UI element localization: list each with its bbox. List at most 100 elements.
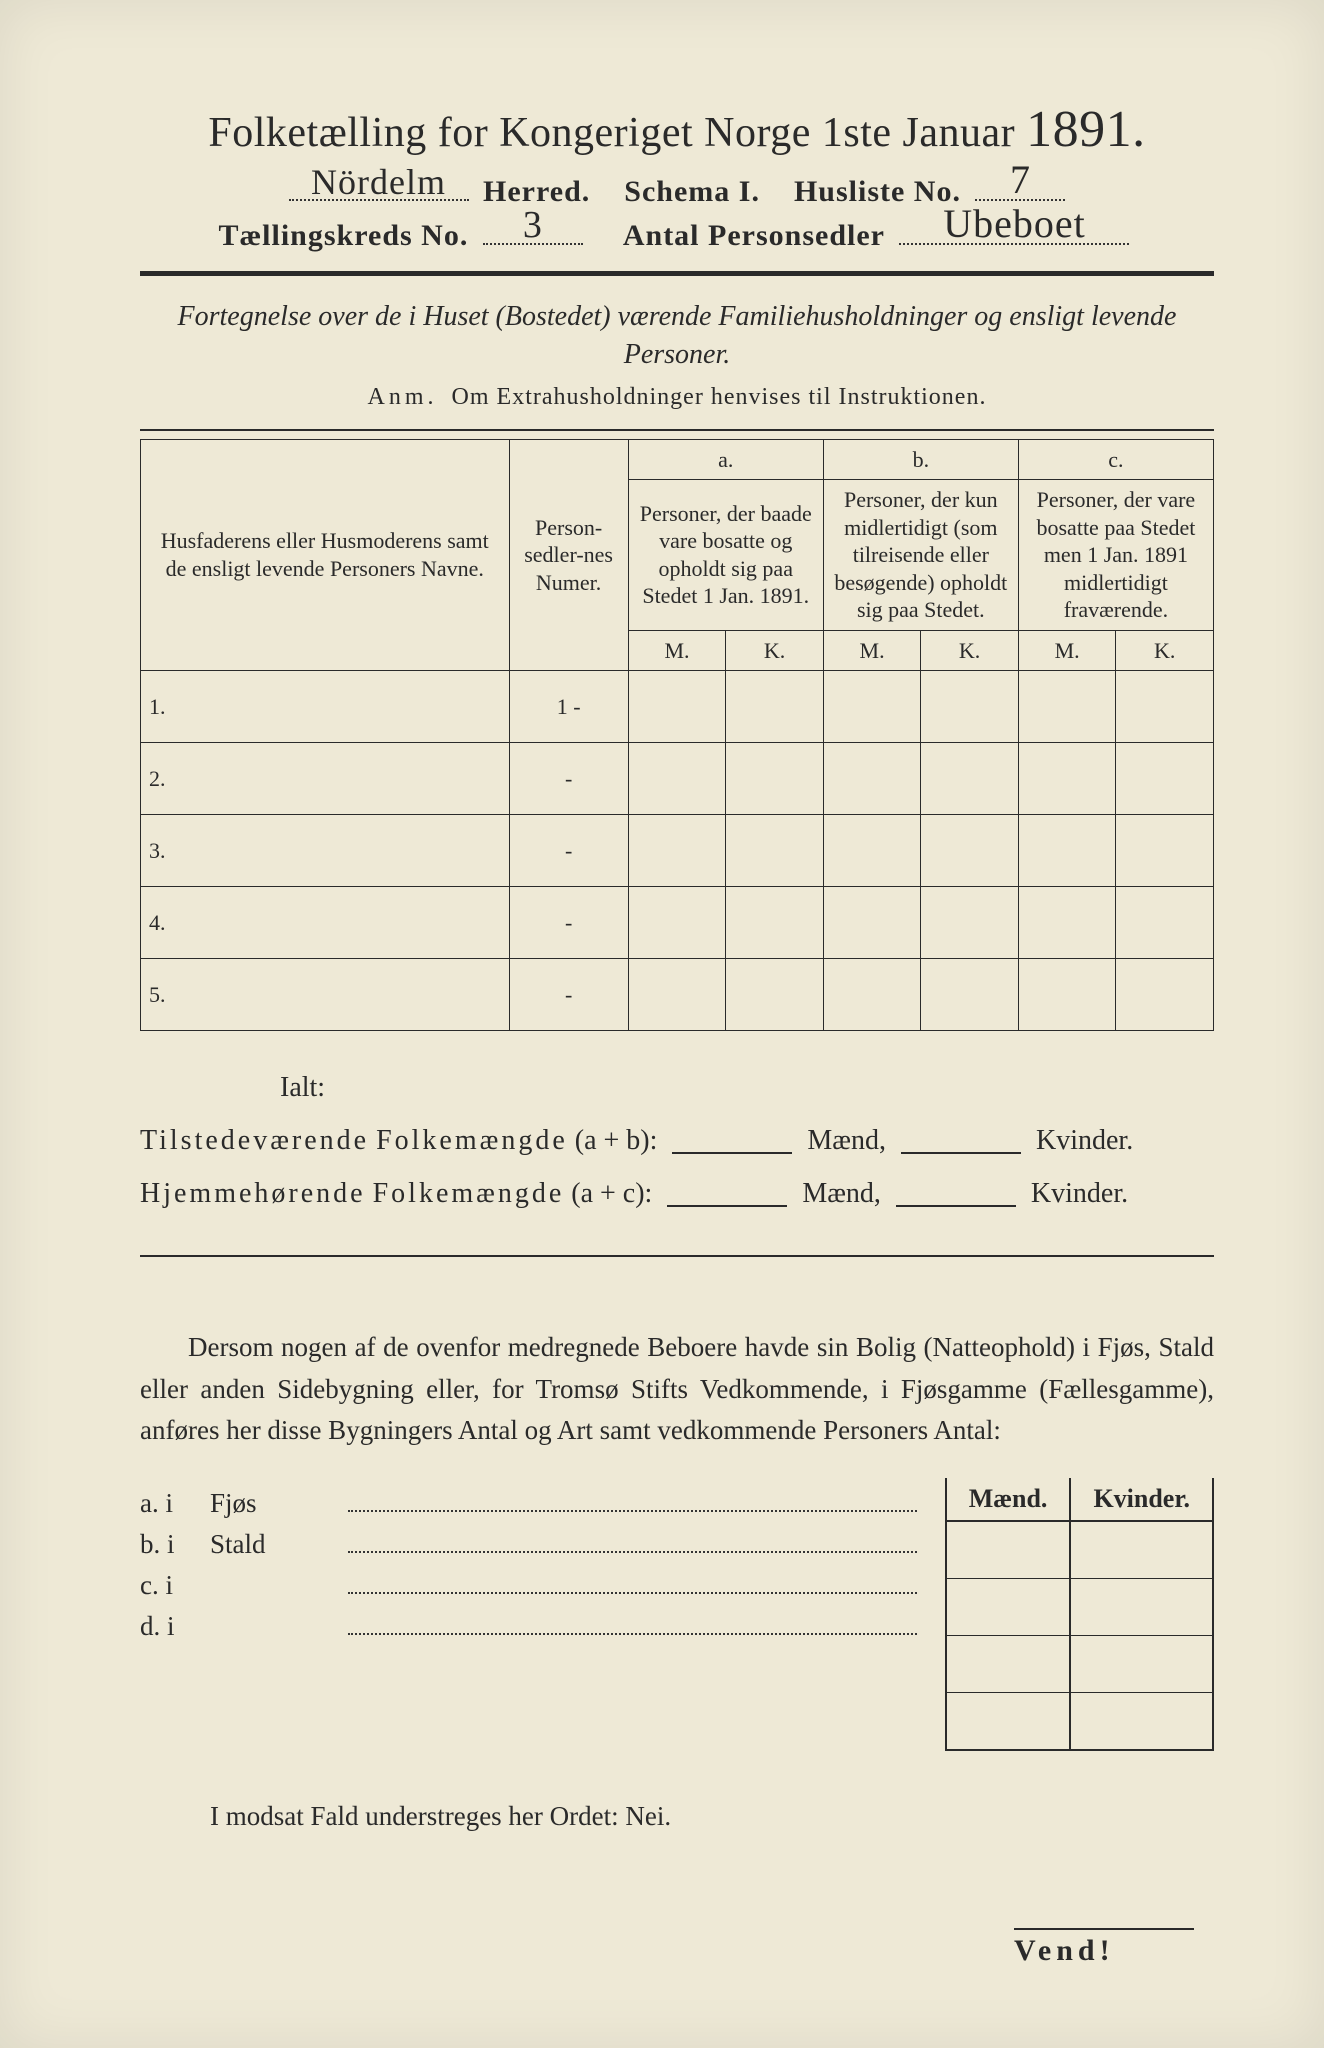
lower-lab: a. i	[140, 1488, 210, 1519]
lower-row: d. i	[140, 1611, 925, 1642]
husliste-field: 7	[975, 171, 1065, 201]
row-index: 3.	[141, 815, 510, 887]
cell	[628, 815, 726, 887]
col-names-header: Husfaderens eller Husmoderens samt de en…	[141, 439, 510, 671]
household-table: Husfaderens eller Husmoderens samt de en…	[140, 439, 1214, 1032]
kreds-handwritten: 3	[483, 203, 583, 247]
cell	[628, 959, 726, 1031]
lower-lab: d. i	[140, 1611, 210, 1642]
cell	[921, 815, 1019, 887]
cell	[1116, 815, 1214, 887]
col-c-k: K.	[1116, 630, 1214, 671]
col-a-k: K.	[726, 630, 824, 671]
blank-m-2	[667, 1185, 787, 1207]
cell	[628, 671, 726, 743]
nei-line: I modsat Fald understreges her Ordet: Ne…	[140, 1801, 1214, 1832]
herred-field: Nördelm	[289, 171, 469, 201]
cell	[1116, 887, 1214, 959]
vend-corner: Vend!	[1014, 1928, 1194, 1968]
divider-thin-2	[140, 1255, 1214, 1257]
anm-text: Om Extrahusholdninger henvises til Instr…	[452, 384, 987, 410]
herred-handwritten: Nördelm	[289, 161, 469, 203]
row-index: 2.	[141, 743, 510, 815]
lower-lab: c. i	[140, 1570, 210, 1601]
kreds-field: 3	[483, 215, 583, 245]
cell	[726, 887, 824, 959]
cell	[823, 815, 921, 887]
mk-cell	[1070, 1693, 1213, 1751]
cell	[1018, 959, 1116, 1031]
title-main: Folketælling for Kongeriget Norge 1ste J…	[208, 110, 1015, 156]
personsedler-label: Antal Personsedler	[623, 219, 885, 252]
cell	[1116, 671, 1214, 743]
blank-k-2	[896, 1185, 1016, 1207]
totals-line-2: Hjemmehørende Folkemængde (a + c): Mænd,…	[140, 1167, 1214, 1220]
expr-ab: (a + b):	[575, 1125, 658, 1156]
cell	[726, 743, 824, 815]
mk-table: Mænd. Kvinder.	[945, 1478, 1214, 1751]
subtitle: Fortegnelse over de i Huset (Bostedet) v…	[140, 298, 1214, 374]
mk-cell	[946, 1636, 1071, 1693]
divider-thin-1	[140, 429, 1214, 431]
row-numcell: 1 -	[509, 671, 628, 743]
row-numcell: -	[509, 959, 628, 1031]
cell	[823, 959, 921, 1031]
col-b-label: b.	[823, 439, 1018, 480]
expr-ac: (a + c):	[571, 1178, 652, 1209]
header-row-kreds: Tællingskreds No. 3 Antal Personsedler U…	[140, 215, 1214, 253]
husliste-handwritten: 7	[975, 156, 1065, 203]
dotted-line	[348, 1547, 917, 1553]
mk-cell	[946, 1521, 1071, 1579]
table-row: 1.1 -	[141, 671, 1214, 743]
cell	[1018, 815, 1116, 887]
folkemaengde-1: Folkemængde	[376, 1125, 568, 1156]
blank-m-1	[672, 1132, 792, 1154]
page-title: Folketælling for Kongeriget Norge 1ste J…	[140, 100, 1214, 159]
table-row: 3.-	[141, 815, 1214, 887]
row-numcell: -	[509, 743, 628, 815]
anm-prefix: Anm.	[368, 384, 438, 410]
cell	[726, 815, 824, 887]
cell	[921, 743, 1019, 815]
hjemme-label: Hjemmehørende	[140, 1178, 366, 1209]
mk-cell	[946, 1579, 1071, 1636]
vend-rule	[1014, 1928, 1194, 1930]
col-b-k: K.	[921, 630, 1019, 671]
col-b-desc: Personer, der kun midlertidigt (som tilr…	[823, 480, 1018, 631]
lower-list: a. iFjøs b. iStald c. i d. i	[140, 1478, 925, 1652]
mk-cell	[1070, 1521, 1213, 1579]
table-row: 2.-	[141, 743, 1214, 815]
col-b-m: M.	[823, 630, 921, 671]
kvinder-2: Kvinder.	[1031, 1178, 1128, 1209]
tilstede-label: Tilstedeværende	[140, 1125, 369, 1156]
cell	[1116, 743, 1214, 815]
col-c-label: c.	[1018, 439, 1213, 480]
census-form-page: Folketælling for Kongeriget Norge 1ste J…	[0, 0, 1324, 2048]
cell	[921, 959, 1019, 1031]
table-row: 4.-	[141, 887, 1214, 959]
row-index: 5.	[141, 959, 510, 1031]
mk-maend-header: Mænd.	[946, 1478, 1071, 1521]
col-c-m: M.	[1018, 630, 1116, 671]
table-row: 5.-	[141, 959, 1214, 1031]
maend-1: Mænd,	[807, 1125, 886, 1156]
maend-2: Mænd,	[802, 1178, 881, 1209]
bolig-paragraph: Dersom nogen af de ovenfor medregnede Be…	[140, 1327, 1214, 1453]
cell	[921, 671, 1019, 743]
row-numcell: -	[509, 815, 628, 887]
lower-lab2: Stald	[210, 1529, 340, 1560]
cell	[823, 671, 921, 743]
cell	[726, 959, 824, 1031]
cell	[921, 887, 1019, 959]
lower-row: a. iFjøs	[140, 1488, 925, 1519]
col-c-desc: Personer, der vare bosatte paa Stedet me…	[1018, 480, 1213, 631]
col-a-label: a.	[628, 439, 823, 480]
mk-cell	[1070, 1579, 1213, 1636]
row-numcell: -	[509, 887, 628, 959]
lower-row: c. i	[140, 1570, 925, 1601]
ialt-label: Ialt:	[140, 1061, 1214, 1114]
lower-row: b. iStald	[140, 1529, 925, 1560]
dotted-line	[348, 1588, 917, 1594]
personsedler-field: Ubeboet	[899, 215, 1129, 245]
blank-k-1	[901, 1132, 1021, 1154]
